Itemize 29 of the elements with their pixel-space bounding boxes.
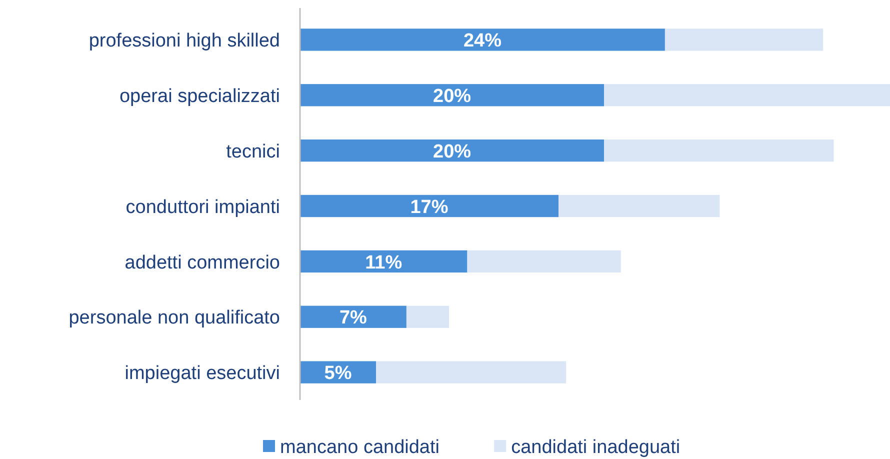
- bar: [300, 194, 559, 218]
- data-label: 20%: [433, 86, 472, 107]
- bar: [558, 194, 720, 218]
- data-label: 17%: [410, 196, 448, 218]
- y-tick-label: impiegati esecutivi: [124, 363, 280, 384]
- y-tick-label: conduttori impianti: [126, 196, 280, 218]
- legend-label: mancano candidati: [280, 436, 440, 458]
- data-label: 7%: [339, 308, 368, 329]
- bar: [467, 250, 621, 273]
- y-tick-label: tecnici: [226, 141, 280, 162]
- bar: [300, 84, 604, 106]
- y-tick-label: professioni high skilled: [88, 30, 280, 52]
- data-label: 20%: [433, 141, 472, 162]
- data-label: 11%: [365, 252, 402, 274]
- bar: [300, 250, 468, 273]
- data-label: 24%: [463, 30, 502, 52]
- bar: [406, 306, 450, 328]
- legend-label: candidati inadeguati: [511, 436, 680, 458]
- y-tick-label: operai specializzati: [119, 86, 280, 107]
- y-tick-label: personale non qualificato: [68, 308, 280, 329]
- bar: [604, 84, 890, 106]
- bar: [664, 28, 824, 51]
- bar: [604, 139, 834, 162]
- bar: [300, 139, 604, 162]
- y-tick-label: addetti commercio: [124, 252, 280, 274]
- bar: [300, 306, 406, 328]
- data-label: 5%: [324, 363, 352, 384]
- bar: [300, 28, 665, 51]
- bar: [376, 361, 566, 384]
